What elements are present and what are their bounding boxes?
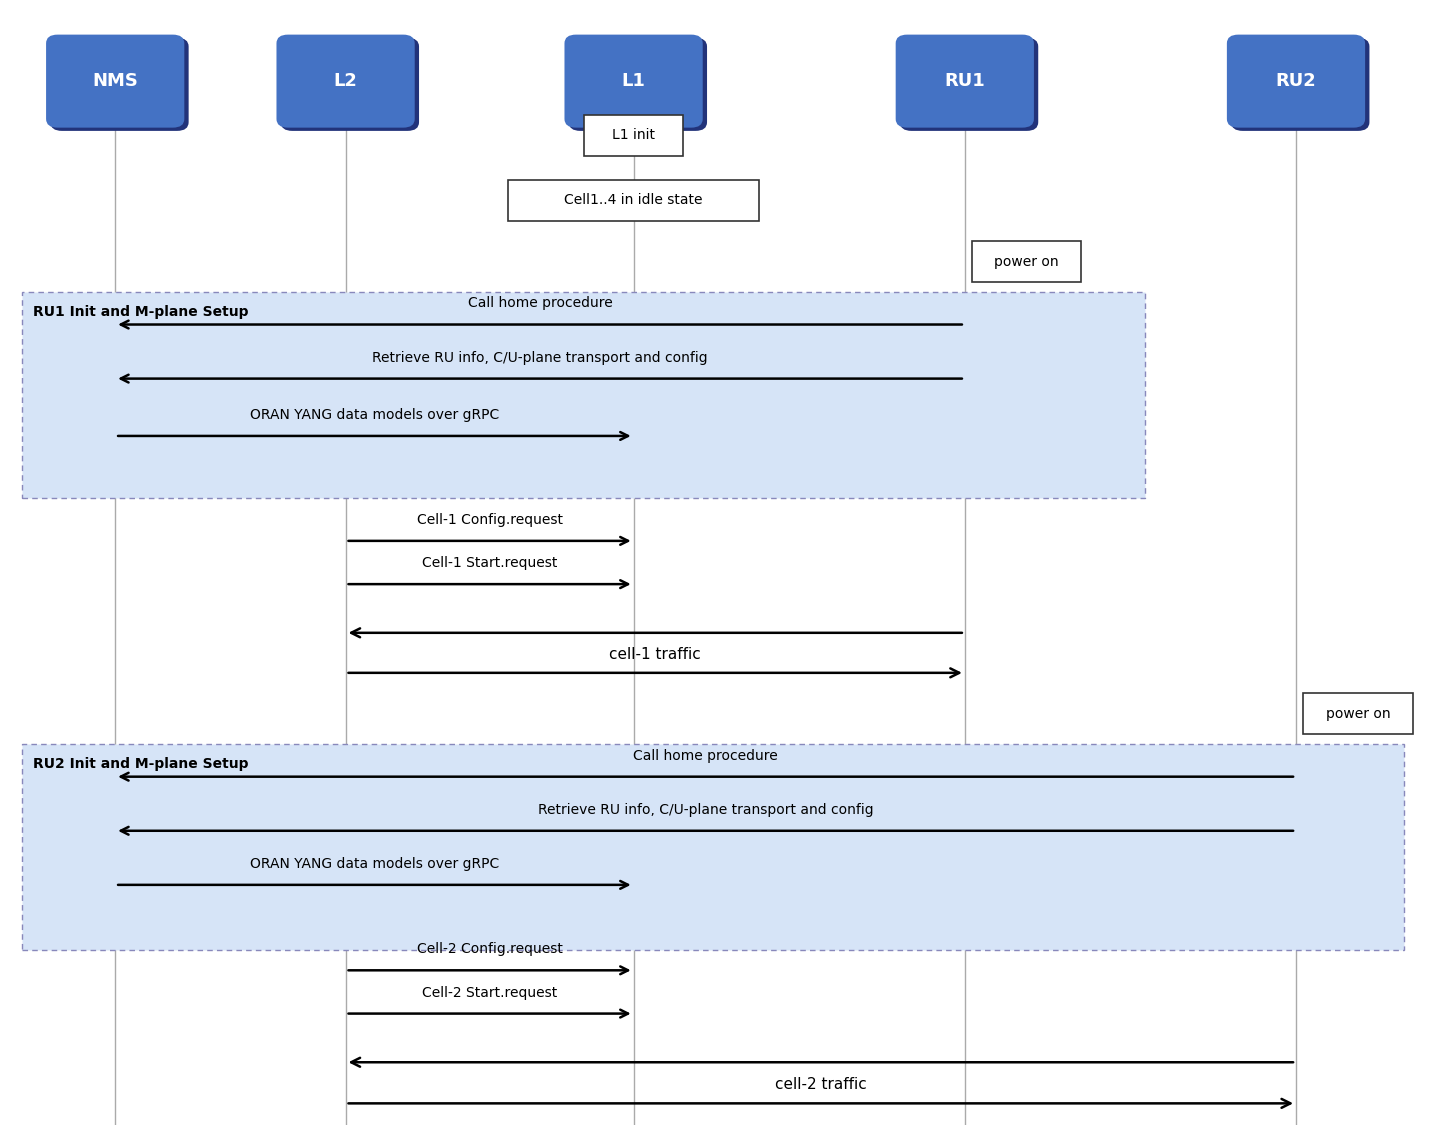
Text: L2: L2 [334,72,357,90]
Text: RU1 Init and M-plane Setup: RU1 Init and M-plane Setup [33,305,249,319]
FancyBboxPatch shape [276,35,415,127]
Text: RU2 Init and M-plane Setup: RU2 Init and M-plane Setup [33,757,249,772]
Text: power on: power on [995,254,1058,269]
Text: Retrieve RU info, C/U-plane transport and config: Retrieve RU info, C/U-plane transport an… [537,803,874,817]
Text: power on: power on [1326,706,1390,721]
Text: Cell-1 Start.request: Cell-1 Start.request [422,556,557,570]
Text: Cell-2 Start.request: Cell-2 Start.request [422,986,557,999]
Text: RU1: RU1 [945,72,985,90]
Text: cell-2 traffic: cell-2 traffic [775,1078,867,1092]
Text: RU2: RU2 [1276,72,1316,90]
FancyBboxPatch shape [896,35,1034,127]
FancyBboxPatch shape [508,180,759,220]
Text: ORAN YANG data models over gRPC: ORAN YANG data models over gRPC [249,408,500,422]
FancyBboxPatch shape [22,292,1145,497]
FancyBboxPatch shape [585,115,683,155]
Text: L1: L1 [622,72,645,90]
FancyBboxPatch shape [569,38,707,130]
FancyBboxPatch shape [1303,693,1413,735]
Text: ORAN YANG data models over gRPC: ORAN YANG data models over gRPC [249,857,500,871]
FancyBboxPatch shape [22,745,1404,950]
Text: Call home procedure: Call home procedure [468,297,612,310]
FancyBboxPatch shape [900,38,1038,130]
Text: NMS: NMS [92,72,138,90]
FancyBboxPatch shape [564,35,703,127]
FancyBboxPatch shape [1231,38,1369,130]
Text: cell-1 traffic: cell-1 traffic [609,648,701,663]
FancyBboxPatch shape [1227,35,1365,127]
FancyBboxPatch shape [46,35,184,127]
FancyBboxPatch shape [50,38,189,130]
Text: Cell-2 Config.request: Cell-2 Config.request [416,943,563,956]
Text: L1 init: L1 init [612,128,655,142]
Text: Cell1..4 in idle state: Cell1..4 in idle state [564,193,703,207]
Text: Cell-1 Config.request: Cell-1 Config.request [416,513,563,526]
FancyBboxPatch shape [281,38,419,130]
Text: Call home procedure: Call home procedure [634,748,778,763]
Text: Retrieve RU info, C/U-plane transport and config: Retrieve RU info, C/U-plane transport an… [372,351,708,364]
FancyBboxPatch shape [972,241,1081,282]
